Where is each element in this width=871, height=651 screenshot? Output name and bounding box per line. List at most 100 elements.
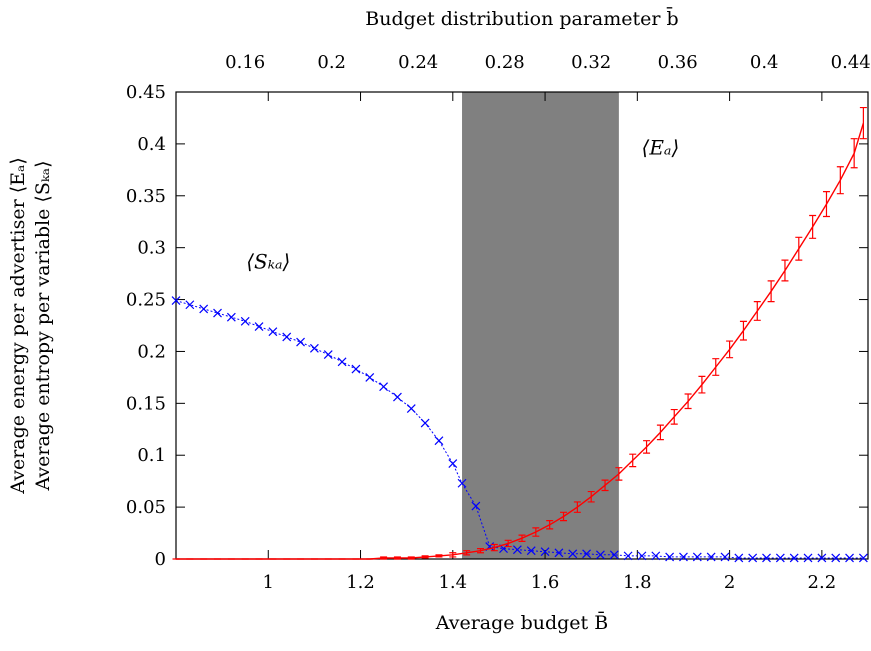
data-point-energy [380, 556, 388, 560]
data-point-entropy [762, 553, 771, 563]
data-point-entropy [379, 382, 389, 392]
series-label-energy: ⟨Eₐ⟩ [642, 135, 680, 159]
data-point-energy [476, 548, 484, 554]
y-tick-label: 0.15 [126, 393, 166, 414]
data-point-entropy [457, 478, 467, 488]
data-point-entropy [323, 350, 333, 359]
data-point-energy [753, 301, 761, 321]
data-point-energy [809, 214, 817, 239]
data-point-energy [643, 440, 651, 454]
data-point-energy [518, 534, 526, 542]
y-axis-label-entropy: Average entropy per variable ⟨Sₖₐ⟩ [32, 160, 54, 491]
top-tick-label: 0.32 [571, 52, 611, 73]
data-point-entropy [296, 337, 305, 347]
data-point-energy [421, 555, 429, 559]
data-point-entropy [789, 553, 799, 563]
data-point-entropy [393, 392, 402, 402]
series-energy: ⟨Eₐ⟩ [172, 106, 867, 560]
data-point-entropy [651, 551, 661, 561]
top-tick-label: 0.4 [750, 52, 779, 73]
y-tick-label: 0.45 [126, 82, 166, 103]
data-point-energy [532, 527, 540, 537]
data-point-entropy [309, 343, 319, 353]
axis-ticks: 1 1.2 1.4 1.6 1.8 2 2.2 0 0.05 0.1 0.15 0.2 0.25 0.3 0… [126, 52, 871, 593]
data-point-entropy [448, 459, 458, 468]
data-point-energy [712, 358, 720, 376]
data-point-entropy [254, 322, 264, 331]
data-point-energy [670, 408, 678, 425]
data-point-energy [781, 259, 789, 282]
data-point-energy [615, 467, 623, 481]
top-tick-label: 0.24 [398, 52, 438, 73]
data-point-energy [698, 375, 706, 394]
plot-border [175, 91, 869, 560]
shaded-region [462, 92, 619, 559]
data-point-entropy [554, 548, 564, 558]
x-tick-label: 2 [724, 572, 735, 593]
data-point-entropy [434, 436, 444, 446]
y-tick-label: 0.25 [126, 290, 166, 311]
series-label-entropy: ⟨Sₖₐ⟩ [246, 249, 290, 273]
series-layer: ⟨Sₖₐ⟩ ⟨Eₐ⟩ [171, 106, 868, 563]
data-point-entropy [706, 552, 716, 562]
data-point-energy [726, 340, 734, 359]
y-tick-label: 0.35 [126, 186, 166, 207]
top-tick-label: 0.16 [225, 52, 265, 73]
data-point-entropy [240, 316, 250, 326]
data-point-energy [795, 236, 803, 261]
data-point-entropy [282, 332, 292, 342]
data-point-energy [656, 424, 664, 441]
data-point-entropy [748, 553, 758, 563]
data-point-energy [490, 543, 498, 552]
data-point-entropy [596, 550, 605, 560]
data-point-energy [767, 280, 775, 303]
data-point-entropy [609, 550, 619, 560]
data-point-energy [573, 501, 581, 513]
data-point-energy [449, 552, 457, 558]
data-point-entropy [526, 546, 536, 556]
data-point-energy [601, 479, 609, 492]
shaded-region-layer [462, 92, 619, 559]
y-tick-label: 0.2 [137, 341, 166, 362]
top-tick-label: 0.2 [317, 52, 346, 73]
data-point-entropy [858, 553, 868, 563]
y-tick-label: 0 [155, 549, 166, 570]
data-point-entropy [540, 547, 550, 557]
data-point-energy [850, 138, 858, 169]
data-point-entropy [679, 552, 688, 562]
data-point-energy [836, 166, 844, 195]
top-tick-label: 0.28 [485, 52, 525, 73]
data-point-entropy [365, 372, 375, 382]
data-point-entropy [803, 553, 813, 563]
data-point-entropy [734, 553, 744, 563]
data-point-energy [822, 191, 830, 218]
data-point-entropy [720, 552, 730, 562]
data-point-entropy [199, 304, 209, 314]
data-point-entropy [171, 296, 181, 306]
data-point-entropy [268, 327, 278, 337]
x-tick-label: 1 [263, 572, 274, 593]
y-tick-label: 0.3 [137, 238, 166, 259]
data-point-energy [407, 556, 415, 560]
x-tick-label: 1.8 [623, 572, 652, 593]
data-point-energy [560, 511, 568, 522]
x-tick-label: 1.6 [531, 572, 560, 593]
series-entropy: ⟨Sₖₐ⟩ [171, 249, 868, 563]
x-tick-label: 1.2 [346, 572, 375, 593]
data-point-energy [629, 453, 637, 468]
y-tick-label: 0.4 [137, 134, 166, 155]
data-point-entropy [337, 357, 347, 367]
top-tick-label: 0.36 [658, 52, 698, 73]
data-point-entropy [817, 553, 827, 563]
data-point-energy [546, 520, 554, 530]
data-point-entropy [845, 553, 854, 563]
data-point-entropy [351, 364, 361, 374]
plot-frame [175, 91, 869, 560]
data-point-entropy [471, 501, 481, 511]
data-point-entropy [623, 551, 633, 561]
top-axis-label: Budget distribution parameter b̄ [365, 6, 678, 30]
data-point-entropy [568, 549, 578, 559]
data-point-energy [463, 550, 471, 556]
